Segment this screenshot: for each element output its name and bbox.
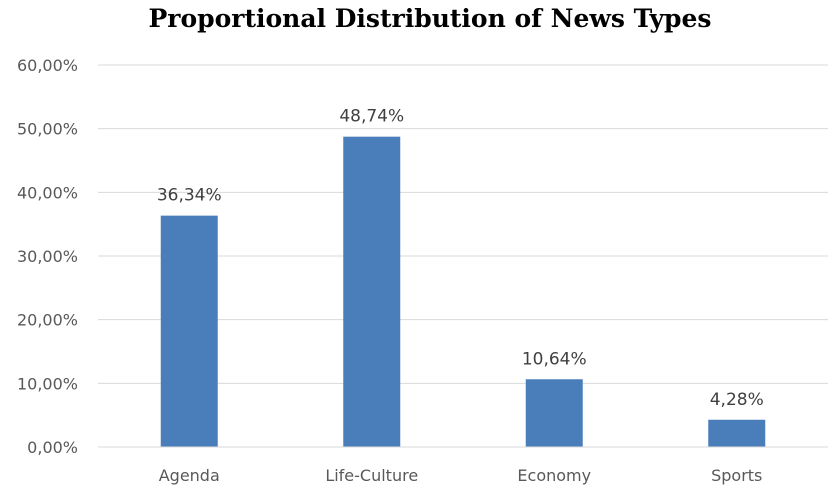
x-axis: Agenda Life-Culture Economy Sports [98, 446, 828, 485]
bar [343, 136, 401, 447]
x-tick-label: Sports [711, 466, 762, 485]
bar [160, 215, 218, 447]
bars [160, 136, 766, 447]
x-tick-label: Agenda [159, 466, 220, 485]
y-tick-label: 0,00% [27, 438, 78, 457]
y-tick-label: 50,00% [17, 120, 78, 139]
bar [708, 419, 766, 447]
y-axis: 0,00% 10,00% 20,00% 30,00% 40,00% 50,00% 60,00… [17, 56, 78, 457]
chart-title: Proportional Distribution of News Types [148, 4, 712, 33]
x-tick-label: Economy [517, 466, 591, 485]
data-label: 48,74% [339, 107, 404, 127]
data-label: 10,64% [522, 349, 587, 369]
y-tick-label: 40,00% [17, 183, 78, 202]
data-label: 4,28% [710, 390, 764, 410]
y-tick-label: 30,00% [17, 247, 78, 266]
y-tick-label: 60,00% [17, 56, 78, 75]
y-tick-label: 20,00% [17, 311, 78, 330]
data-label: 36,34% [157, 186, 222, 206]
x-tick-label: Life-Culture [325, 466, 418, 485]
y-tick-label: 10,00% [17, 374, 78, 393]
bar [525, 379, 583, 447]
data-labels: 36,34% 48,74% 10,64% 4,28% [157, 107, 764, 410]
